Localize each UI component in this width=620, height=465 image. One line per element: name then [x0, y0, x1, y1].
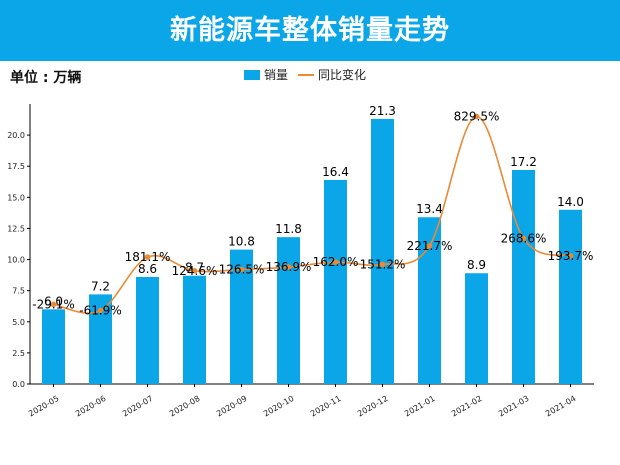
bar-value-label: 8.6: [138, 262, 157, 276]
yoy-value-label: -61.9%: [79, 304, 121, 318]
x-tick-label: 2021-03: [497, 394, 530, 419]
bar-value-label: 21.3: [369, 104, 396, 118]
bar-value-label: 16.4: [322, 165, 349, 179]
bar: [89, 294, 112, 384]
yoy-point: [97, 307, 104, 314]
bar: [512, 169, 535, 384]
unit-label: 单位 : 万辆: [10, 70, 82, 86]
bar: [230, 249, 253, 384]
x-tick-label: 2020-09: [215, 394, 248, 419]
x-tick-label: 2020-08: [168, 394, 201, 419]
legend-swatch-bar: [244, 69, 260, 80]
legend-item-yoy: 同比变化: [298, 66, 366, 83]
bar: [136, 276, 159, 384]
bar-value-label: 11.8: [275, 222, 302, 236]
bar-value-label: 14.0: [557, 195, 584, 209]
y-tick-label: 10.0: [7, 256, 25, 265]
legend: 销量 同比变化: [244, 66, 376, 83]
bar-value-label: 13.4: [416, 202, 443, 216]
yoy-point: [567, 253, 574, 259]
y-tick-label: 2.5: [12, 349, 25, 358]
legend-label-sales: 销量: [264, 68, 289, 82]
legend-swatch-line: [298, 73, 315, 76]
x-tick-label: 2020-10: [262, 394, 295, 419]
legend-label-yoy: 同比变化: [318, 68, 367, 82]
x-tick-label: 2021-04: [544, 394, 577, 419]
y-tick-label: 17.5: [7, 162, 25, 171]
yoy-point: [191, 267, 198, 274]
yoy-value-label: 136.9%: [266, 260, 312, 274]
bar: [465, 273, 488, 384]
yoy-value-label: -29.1%: [32, 297, 74, 311]
y-tick-label: 0.0: [12, 380, 25, 389]
chart-title-banner: 新能源车整体销量走势: [0, 0, 620, 61]
x-tick-label: 2020-07: [121, 394, 154, 419]
yoy-value-label: 124.6%: [172, 264, 218, 278]
yoy-point: [379, 261, 386, 268]
bar-value-label: 7.2: [91, 279, 110, 293]
yoy-value-label: 151.2%: [360, 258, 406, 272]
bar: [277, 237, 300, 384]
yoy-value-label: 162.0%: [313, 255, 359, 269]
yoy-point: [520, 235, 527, 242]
yoy-value-label: 829.5%: [454, 109, 500, 123]
y-tick-label: 15.0: [7, 193, 25, 202]
yoy-point: [50, 301, 57, 308]
bar: [324, 179, 347, 384]
yoy-point: [332, 259, 339, 265]
yoy-point: [285, 264, 292, 270]
bar-value-label: 17.2: [510, 155, 537, 169]
x-tick-label: 2020-12: [356, 394, 389, 419]
y-tick-label: 20.0: [7, 131, 25, 140]
x-tick-label: 2021-02: [450, 394, 483, 419]
yoy-value-label: 193.7%: [548, 249, 594, 263]
yoy-value-label: 181.1%: [125, 250, 171, 264]
yoy-point: [426, 243, 433, 249]
yoy-point: [238, 266, 245, 273]
bar: [42, 309, 65, 384]
yoy-value-label: 268.6%: [501, 231, 547, 245]
x-tick-label: 2020-05: [27, 394, 60, 419]
yoy-value-label: 221.7%: [407, 239, 453, 253]
x-tick-label: 2020-06: [74, 394, 107, 419]
y-tick-label: 12.5: [7, 224, 25, 233]
y-tick-label: 7.5: [12, 287, 25, 296]
bar-value-label: 8.9: [467, 258, 486, 272]
x-tick-label: 2021-01: [403, 394, 436, 419]
bar-value-label: 10.8: [228, 235, 255, 249]
yoy-line: [53, 115, 571, 314]
bar: [418, 217, 441, 384]
yoy-point: [144, 254, 151, 260]
y-tick-label: 5.0: [12, 318, 25, 327]
x-tick-label: 2020-11: [309, 394, 342, 419]
bar: [559, 209, 582, 384]
legend-item-sales: 销量: [244, 66, 288, 83]
yoy-point: [473, 113, 480, 120]
yoy-value-label: 126.5%: [219, 263, 265, 277]
bar: [183, 275, 206, 384]
bar: [371, 118, 394, 384]
